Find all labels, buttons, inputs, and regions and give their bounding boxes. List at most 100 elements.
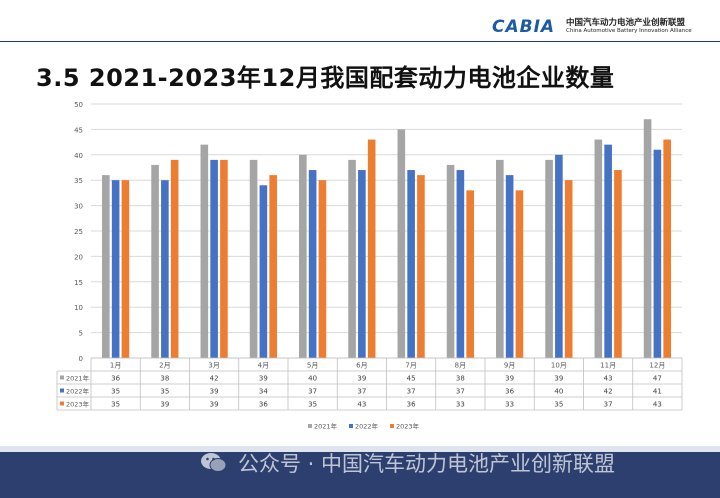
x-tick-label: 9月 (504, 362, 515, 370)
table-series-label: 2023年 (66, 400, 90, 409)
bar (505, 175, 514, 358)
legend-label: 2023年 (396, 422, 420, 431)
y-tick-label: 10 (74, 304, 83, 312)
data-label: 35 (160, 388, 169, 396)
y-tick-label: 5 (79, 330, 83, 338)
bar (151, 164, 159, 358)
bar (318, 180, 327, 358)
bar (643, 119, 652, 359)
data-label: 39 (160, 401, 169, 409)
watermark-text: 公众号 · 中国汽车动力电池产业创新联盟 (238, 452, 616, 476)
bar (259, 185, 268, 358)
bar (446, 164, 455, 358)
y-tick-label: 20 (74, 253, 83, 261)
bar (496, 159, 504, 358)
bar (200, 144, 209, 358)
bar (220, 159, 228, 358)
x-tick-label: 3月 (208, 362, 219, 370)
x-tick-label: 2月 (159, 362, 170, 370)
table-legend-key (60, 375, 64, 380)
bar (555, 154, 563, 358)
header-divider (0, 41, 720, 42)
bar (417, 175, 425, 358)
data-label: 39 (259, 375, 268, 383)
org-name-en: China Automotive Battery Innovation Alli… (566, 28, 692, 34)
x-tick-label: 11月 (600, 362, 616, 370)
data-label: 33 (456, 401, 465, 409)
data-label: 35 (554, 401, 563, 409)
data-label: 40 (554, 388, 563, 396)
table-legend-key (60, 388, 64, 393)
bar (653, 149, 662, 358)
data-label: 39 (357, 375, 366, 383)
bar (456, 170, 465, 358)
bar (663, 139, 671, 358)
y-tick-label: 45 (74, 126, 83, 134)
bar (466, 190, 474, 358)
legend-swatch (349, 424, 353, 428)
legend-label: 2021年 (314, 422, 338, 431)
data-label: 37 (604, 401, 613, 409)
data-label: 47 (653, 375, 662, 383)
data-label: 43 (653, 401, 662, 409)
bar (299, 154, 307, 358)
data-label: 35 (111, 401, 120, 409)
y-tick-label: 0 (79, 355, 83, 363)
y-tick-label: 35 (74, 177, 83, 185)
wechat-icon (200, 451, 228, 475)
bar (249, 159, 258, 358)
bar (545, 159, 553, 358)
bar (170, 159, 179, 358)
bar (161, 180, 169, 358)
table-series-label: 2021年 (66, 374, 90, 383)
bar (397, 129, 406, 358)
table-series-label: 2022年 (66, 387, 90, 396)
data-label: 42 (210, 375, 219, 383)
bar (348, 159, 356, 358)
data-label: 35 (111, 388, 120, 396)
data-label: 36 (407, 401, 416, 409)
data-label: 37 (407, 388, 416, 396)
legend-swatch (308, 424, 312, 428)
data-label: 33 (505, 401, 514, 409)
y-tick-label: 40 (74, 152, 83, 160)
legend-label: 2022年 (355, 422, 379, 431)
data-label: 35 (308, 401, 317, 409)
data-label: 39 (505, 375, 514, 383)
bar (564, 180, 573, 358)
bar (515, 190, 524, 358)
data-label: 36 (259, 401, 268, 409)
data-label: 38 (160, 375, 169, 383)
bar (308, 170, 317, 358)
x-tick-label: 12月 (649, 362, 665, 370)
x-tick-label: 7月 (405, 362, 416, 370)
footer-band (0, 452, 720, 498)
data-label: 39 (210, 401, 219, 409)
x-tick-label: 5月 (307, 362, 318, 370)
bar (407, 170, 415, 358)
data-label: 39 (210, 388, 219, 396)
data-label: 37 (308, 388, 317, 396)
y-tick-label: 15 (74, 279, 83, 287)
y-tick-label: 25 (74, 228, 83, 236)
x-tick-label: 4月 (258, 362, 269, 370)
data-label: 38 (456, 375, 465, 383)
bar (111, 180, 120, 358)
logo-mark: CABIA (492, 17, 556, 37)
bar (121, 180, 130, 358)
data-label: 37 (357, 388, 366, 396)
x-tick-label: 1月 (110, 362, 121, 370)
data-label: 41 (653, 388, 662, 396)
x-tick-label: 10月 (551, 362, 567, 370)
page-title: 3.5 2021-2023年12月我国配套动力电池企业数量 (36, 64, 615, 92)
org-logo: CABIA 中国汽车动力电池产业创新联盟 China Automotive Ba… (490, 14, 720, 40)
data-label: 45 (407, 375, 416, 383)
table-legend-key (60, 401, 64, 406)
bar (269, 175, 277, 358)
data-label: 43 (604, 375, 613, 383)
bar (102, 175, 110, 358)
x-tick-label: 6月 (356, 362, 367, 370)
data-label: 43 (357, 401, 366, 409)
data-label: 42 (604, 388, 613, 396)
